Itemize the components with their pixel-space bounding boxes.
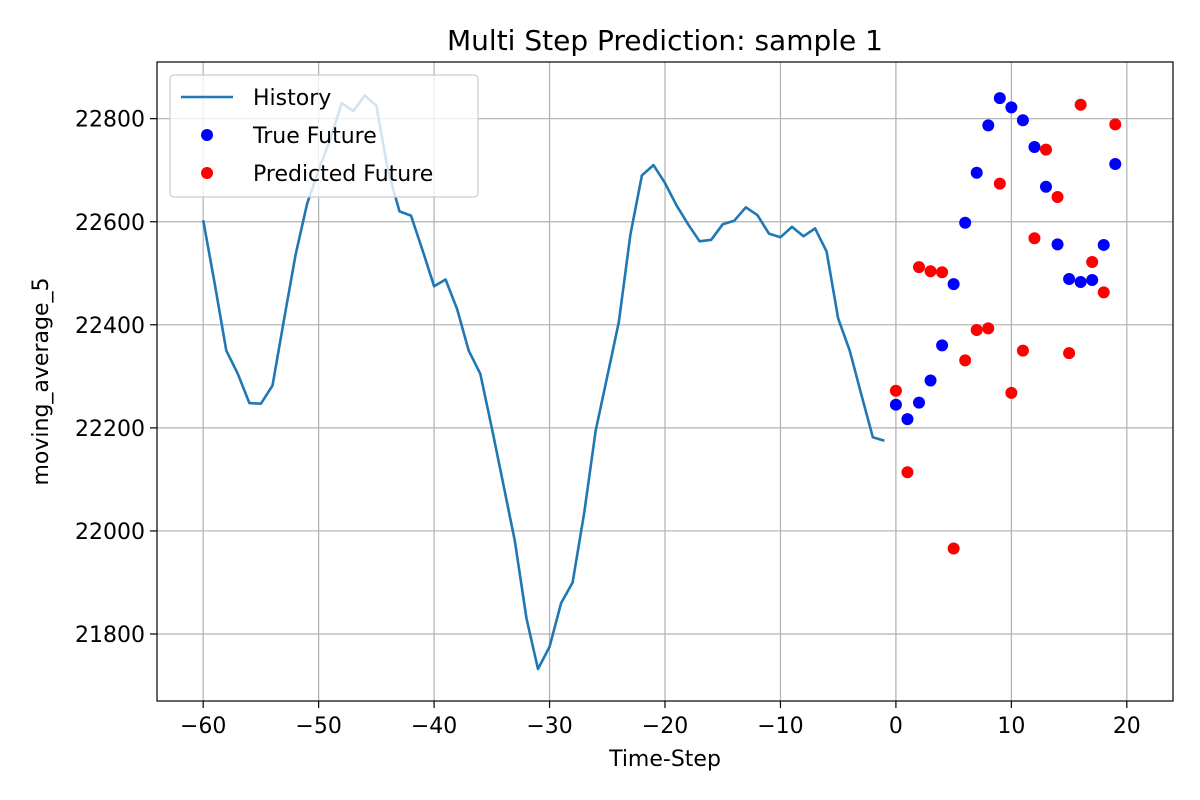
true-future-point <box>889 398 902 411</box>
predicted-future-point <box>1097 286 1110 299</box>
legend-label: Predicted Future <box>253 162 433 187</box>
true-future-point <box>1074 276 1087 289</box>
true-future-point <box>993 92 1006 105</box>
x-tick-label: 10 <box>997 714 1025 739</box>
legend-swatch-predicted-future <box>201 167 213 179</box>
x-tick-label: 20 <box>1113 714 1141 739</box>
legend-label: History <box>253 86 331 111</box>
legend-swatch-true-future <box>201 129 213 141</box>
predicted-future-point <box>970 323 983 336</box>
predicted-future-point <box>913 261 925 274</box>
true-future-point <box>936 339 949 352</box>
predicted-future-point <box>1040 143 1052 156</box>
true-future-point <box>970 166 983 179</box>
true-future-point <box>959 216 972 229</box>
y-tick-label: 22800 <box>75 108 145 133</box>
y-axis-label: moving_average_5 <box>29 278 54 486</box>
legend-label: True Future <box>252 124 377 149</box>
x-tick-label: −20 <box>642 714 688 739</box>
predicted-future-point <box>901 466 914 479</box>
predicted-future-point <box>936 266 949 279</box>
true-future-point <box>982 119 995 132</box>
legend-box <box>169 74 479 198</box>
true-future-point <box>1086 273 1099 286</box>
y-tick-label: 22000 <box>75 520 145 545</box>
predicted-future-point <box>982 322 995 335</box>
predicted-future-point <box>1028 232 1041 245</box>
true-future-point <box>1005 101 1018 114</box>
true-future-point <box>901 413 914 426</box>
y-tick-label: 22600 <box>75 211 145 236</box>
true-future-point <box>924 374 937 387</box>
predicted-future-point <box>1016 344 1029 357</box>
predicted-future-point <box>1074 98 1087 111</box>
true-future-point <box>1063 272 1076 285</box>
axis-ticks: −60 −50 −40 −30 −20 −10 0 10 20 21800 22000 22200 22… <box>75 108 1141 739</box>
true-future-point <box>1051 238 1064 251</box>
x-tick-label: −10 <box>757 714 803 739</box>
legend: History True Future Predicted Future <box>169 74 479 198</box>
predicted-future-point <box>947 542 960 555</box>
x-tick-label: 0 <box>889 714 903 739</box>
y-tick-label: 22400 <box>75 314 145 339</box>
x-tick-label: −50 <box>295 714 341 739</box>
true-future-point <box>1097 238 1110 251</box>
y-tick-label: 22200 <box>75 417 145 442</box>
true-future-point <box>913 396 925 409</box>
predicted-future-point <box>889 384 902 397</box>
true-future-point <box>1016 114 1029 127</box>
predicted-future-point <box>1063 347 1076 360</box>
predicted-future-point <box>959 354 972 367</box>
true-future-point <box>947 278 960 291</box>
chart-title: Multi Step Prediction: sample 1 <box>447 24 883 57</box>
predicted-future-point <box>924 265 937 278</box>
x-tick-label: −60 <box>180 714 226 739</box>
true-future-point <box>1040 180 1052 193</box>
predicted-future-point <box>1086 255 1099 268</box>
predicted-future-point <box>1005 386 1018 399</box>
predicted-future-point <box>993 177 1006 190</box>
y-tick-label: 21800 <box>75 623 145 648</box>
x-tick-label: −40 <box>411 714 457 739</box>
predicted-future-point <box>1051 191 1064 204</box>
true-future-point <box>1109 158 1122 171</box>
true-future-point <box>1028 141 1041 154</box>
x-axis-label: Time-Step <box>608 747 721 772</box>
predicted-future-point <box>1109 118 1122 131</box>
x-tick-label: −30 <box>526 714 572 739</box>
